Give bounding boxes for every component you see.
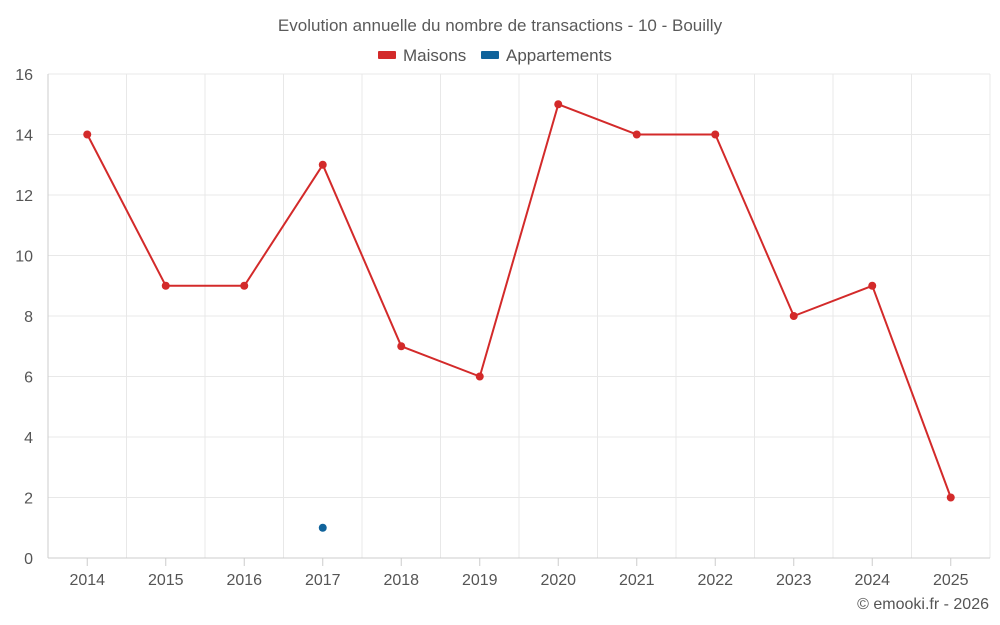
series <box>83 100 955 532</box>
data-point-maisons-2018[interactable] <box>397 342 406 351</box>
y-tick-label: 4 <box>24 430 33 447</box>
y-tick-label: 10 <box>15 249 33 266</box>
x-tick-label: 2021 <box>619 572 655 589</box>
x-tick-label: 2023 <box>776 572 812 589</box>
x-tick-label: 2015 <box>148 572 184 589</box>
y-tick-label: 2 <box>24 491 33 508</box>
y-tick-label: 14 <box>15 128 33 145</box>
x-tick-label: 2025 <box>933 572 969 589</box>
legend-item-maisons[interactable]: Maisons <box>378 46 466 65</box>
data-point-maisons-2025[interactable] <box>946 493 955 502</box>
y-tick-label: 12 <box>15 188 33 205</box>
y-tick-label: 8 <box>24 309 33 326</box>
data-point-maisons-2024[interactable] <box>868 281 877 290</box>
x-tick-label: 2020 <box>540 572 576 589</box>
x-tick-label: 2017 <box>305 572 341 589</box>
legend-item-appartements[interactable]: Appartements <box>481 46 612 65</box>
data-point-maisons-2023[interactable] <box>789 312 798 320</box>
data-point-maisons-2017[interactable] <box>318 160 327 169</box>
legend-swatch-appartements <box>481 51 499 59</box>
axes: 0 2 4 6 8 10 12 14 16 2014 2015 2016 2017 2018 2019 202… <box>15 67 990 589</box>
data-point-maisons-2021[interactable] <box>632 130 641 139</box>
series-line-maisons <box>86 103 952 498</box>
x-tick-label: 2022 <box>697 572 733 589</box>
data-point-maisons-2014[interactable] <box>83 130 92 139</box>
y-tick-label: 16 <box>15 67 33 84</box>
x-tick-label: 2018 <box>383 572 419 589</box>
x-tick-label: 2024 <box>854 572 890 589</box>
legend-label-appartements: Appartements <box>506 46 612 65</box>
data-point-maisons-2019[interactable] <box>475 372 484 381</box>
y-tick-label: 0 <box>24 551 33 568</box>
chart-title: Evolution annuelle du nombre de transact… <box>278 16 723 35</box>
grid <box>48 73 991 558</box>
legend-label-maisons: Maisons <box>403 46 466 65</box>
x-tick-label: 2019 <box>462 572 498 589</box>
legend: Maisons Appartements <box>378 46 612 65</box>
data-point-maisons-2016[interactable] <box>240 281 249 290</box>
credit-text: © emooki.fr - 2026 <box>857 596 989 613</box>
x-tick-label: 2016 <box>226 572 262 589</box>
data-point-maisons-2020[interactable] <box>554 100 563 109</box>
data-point-maisons-2022[interactable] <box>711 130 720 139</box>
data-point-maisons-2015[interactable] <box>161 281 170 290</box>
legend-swatch-maisons <box>378 51 396 59</box>
y-tick-label: 6 <box>24 370 33 387</box>
data-point-appartements-2017[interactable] <box>318 523 327 532</box>
x-tick-label: 2014 <box>69 572 105 589</box>
